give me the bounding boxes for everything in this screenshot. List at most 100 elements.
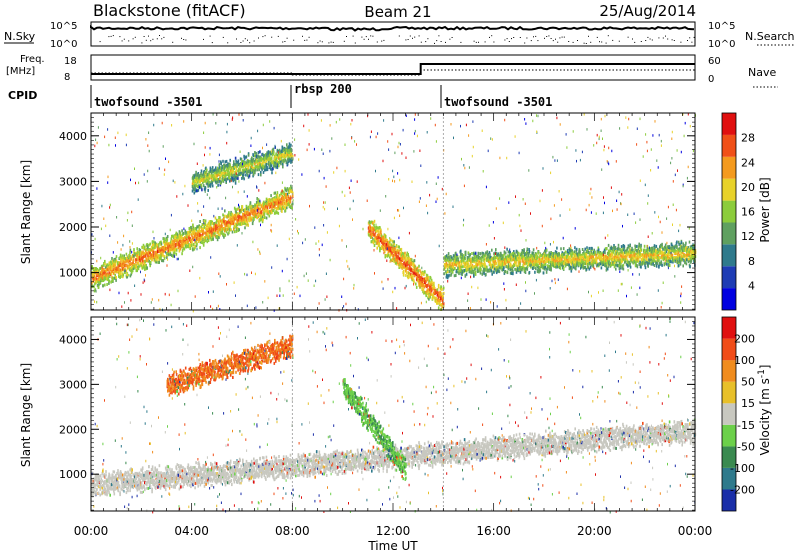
nsearch-dot — [302, 35, 303, 37]
nsearch-dot — [436, 40, 438, 42]
heatmap-cell — [175, 248, 178, 252]
heatmap-cell — [175, 243, 177, 247]
heatmap-cell — [591, 255, 593, 258]
heatmap-cell — [453, 262, 455, 265]
heatmap-cell — [488, 251, 491, 255]
heatmap-cell — [411, 258, 413, 262]
heatmap-cell — [231, 213, 234, 217]
heatmap-cell — [228, 211, 230, 215]
heatmap-cell — [443, 272, 445, 276]
heatmap-cell — [171, 253, 173, 257]
heatmap-cell — [561, 261, 563, 265]
heatmap-cell — [479, 257, 481, 260]
heatmap-cell — [218, 164, 221, 168]
heatmap-cell — [437, 285, 440, 289]
heatmap-cell — [539, 265, 541, 269]
nsearch-dot — [370, 35, 372, 37]
heatmap-cell — [247, 205, 250, 209]
nsearch-dot — [561, 36, 563, 38]
heatmap-cell — [242, 208, 245, 212]
heatmap-cell — [106, 268, 108, 271]
heatmap-cell — [437, 298, 440, 302]
heatmap-cell — [193, 227, 195, 231]
nsearch-dot — [601, 41, 603, 43]
heatmap-cell — [239, 220, 242, 224]
heatmap-cell — [185, 237, 188, 241]
heatmap-cell — [205, 227, 207, 230]
nsearch-dot — [658, 37, 660, 39]
nsearch-dot — [552, 40, 554, 42]
heatmap-cell — [93, 271, 95, 275]
nsearch-dot — [183, 39, 185, 40]
heatmap-cell — [196, 242, 198, 246]
heatmap-cell — [277, 204, 280, 208]
heatmap-cell — [570, 260, 572, 264]
heatmap-cell — [386, 238, 388, 242]
heatmap-cell — [482, 267, 485, 271]
heatmap-cell — [369, 221, 372, 225]
heatmap-cell — [239, 164, 241, 168]
heatmap-cell — [415, 282, 417, 286]
heatmap-cell — [149, 260, 152, 264]
heatmap-cell — [261, 207, 264, 211]
nsearch-dot — [524, 42, 526, 44]
heatmap-cell — [183, 241, 186, 245]
heatmap-cell — [417, 277, 419, 281]
heatmap-cell — [450, 268, 453, 272]
heatmap-cell — [491, 272, 493, 276]
heatmap-cell — [220, 222, 223, 226]
heatmap-cell — [210, 168, 212, 172]
heatmap-cell — [117, 265, 120, 268]
heatmap-cell — [465, 272, 468, 276]
heatmap-cell — [208, 226, 210, 230]
heatmap-cell — [255, 152, 258, 156]
heatmap-cell — [522, 260, 525, 264]
heatmap-cell — [501, 254, 504, 258]
heatmap-cell — [502, 254, 505, 258]
heatmap-cell — [509, 271, 512, 275]
heatmap-cell — [242, 175, 244, 179]
heatmap-cell — [276, 154, 278, 158]
nsearch-dot — [590, 41, 592, 43]
heatmap-cell — [431, 280, 433, 284]
heatmap-cell — [229, 224, 231, 228]
heatmap-cell — [203, 236, 206, 239]
heatmap-cell — [594, 250, 596, 254]
heatmap-cell — [451, 256, 453, 260]
heatmap-cell — [196, 237, 198, 240]
heatmap-cell — [590, 250, 593, 254]
heatmap-cell — [373, 244, 376, 247]
heatmap-cell — [139, 262, 142, 266]
heatmap-cell — [595, 253, 597, 257]
heatmap-cell — [548, 257, 550, 261]
heatmap-cell — [170, 243, 173, 247]
heatmap-cell — [273, 191, 276, 195]
heatmap-cell — [410, 272, 412, 276]
heatmap-cell — [404, 256, 407, 260]
heatmap-cell — [276, 162, 278, 166]
nsearch-dot — [607, 35, 609, 37]
heatmap-cell — [397, 251, 400, 255]
heatmap-cell — [171, 242, 174, 246]
heatmap-cell — [110, 267, 113, 271]
heatmap-cell — [448, 255, 450, 259]
heatmap-cell — [145, 267, 147, 271]
heatmap-cell — [172, 243, 175, 247]
heatmap-cell — [103, 263, 105, 267]
heatmap-cell — [103, 275, 106, 279]
heatmap-cell — [383, 239, 386, 243]
heatmap-cell — [104, 276, 107, 280]
heatmap-cell — [106, 277, 108, 281]
heatmap-cell — [426, 292, 429, 296]
nsearch-dot — [141, 42, 143, 44]
heatmap-cell — [569, 255, 571, 259]
heatmap-cell — [544, 249, 546, 253]
heatmap-cell — [399, 248, 402, 252]
heatmap-cell — [207, 188, 209, 192]
heatmap-cell — [509, 262, 512, 266]
heatmap-cell — [561, 251, 564, 255]
heatmap-cell — [449, 260, 452, 264]
heatmap-cell — [396, 245, 398, 249]
heatmap-cell — [534, 263, 537, 267]
heatmap-cell — [285, 153, 288, 157]
